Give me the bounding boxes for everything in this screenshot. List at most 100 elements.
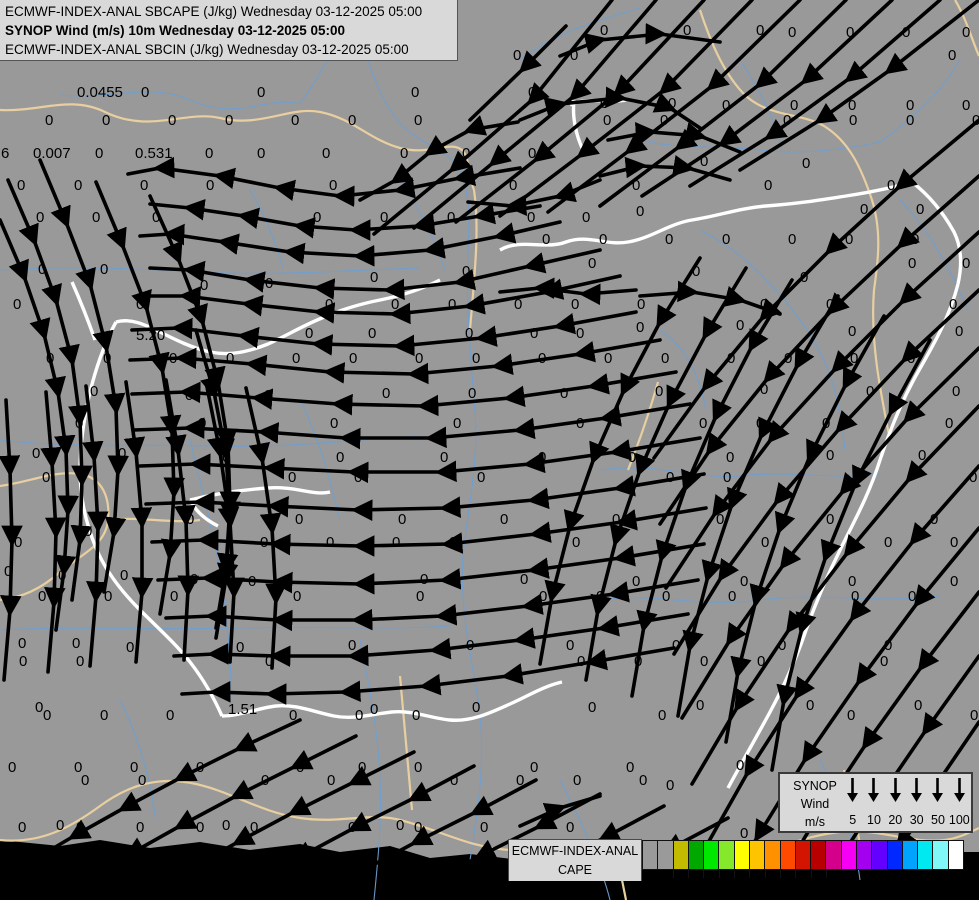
svg-text:0: 0 — [120, 567, 128, 584]
cape-color-swatch — [796, 841, 811, 869]
svg-text:0: 0 — [370, 269, 378, 286]
svg-text:0: 0 — [566, 637, 574, 654]
cin-gridpoint-label: 0 — [572, 534, 580, 551]
svg-text:0: 0 — [582, 209, 590, 226]
cin-gridpoint-label: 0 — [661, 350, 669, 367]
cin-gridpoint-label: 0 — [603, 112, 611, 129]
cin-gridpoint-label: 0 — [225, 112, 233, 129]
svg-text:0: 0 — [636, 319, 644, 336]
cin-gridpoint-label: 0 — [728, 588, 736, 605]
cin-gridpoint-label: 0 — [261, 772, 269, 789]
cin-gridpoint-label: 0 — [325, 296, 333, 313]
svg-text:0: 0 — [736, 757, 744, 774]
svg-text:0: 0 — [588, 255, 596, 272]
cape-color-swatch — [674, 841, 689, 869]
cin-gridpoint-label: 0 — [658, 707, 666, 724]
cin-gridpoint-label: 0 — [514, 296, 522, 313]
cape-color-swatch — [781, 841, 796, 869]
svg-text:0: 0 — [538, 449, 546, 466]
cin-gridpoint-label: 0 — [632, 177, 640, 194]
cin-gridpoint-label: 0 — [573, 772, 581, 789]
cin-gridpoint-label: 0 — [289, 707, 297, 724]
cin-gridpoint-label: 0 — [13, 296, 21, 313]
svg-text:0: 0 — [788, 24, 796, 41]
svg-text:0: 0 — [305, 325, 313, 342]
svg-text:0: 0 — [247, 209, 255, 226]
svg-text:0: 0 — [370, 701, 378, 718]
svg-text:0: 0 — [866, 383, 874, 400]
svg-text:0: 0 — [692, 263, 700, 280]
cin-gridpoint-label: 0 — [102, 112, 110, 129]
svg-text:0: 0 — [398, 511, 406, 528]
svg-text:0: 0 — [248, 573, 256, 590]
svg-text:0: 0 — [420, 571, 428, 588]
wind-arrow-down-icon — [910, 778, 923, 803]
svg-text:0: 0 — [76, 819, 84, 836]
cin-gridpoint-label: 0 — [599, 231, 607, 248]
cin-gridpoint-label: 0 — [539, 588, 547, 605]
svg-text:0: 0 — [716, 511, 724, 528]
cin-gridpoint-label: 0 — [81, 772, 89, 789]
wind-arrow-down-icon — [953, 778, 966, 803]
svg-text:0: 0 — [447, 209, 455, 226]
svg-text:0: 0 — [612, 511, 620, 528]
cin-gridpoint-label: 0 — [884, 534, 892, 551]
svg-text:0: 0 — [726, 449, 734, 466]
svg-text:0: 0 — [846, 24, 854, 41]
svg-text:0: 0 — [736, 317, 744, 334]
cin-gridpoint-label: 0 — [639, 772, 647, 789]
map-canvas[interactable]: 0 0.0455 00 00 00 00 00 6 0.007 0 0.531 00 … — [0, 0, 979, 900]
cape-colorbar-strip[interactable]: 0 200 400 600 800 1000 1500 2000 2500 4000 6000 — [642, 839, 979, 900]
cin-gridpoint-label: 0 — [38, 588, 46, 605]
cape-color-swatch — [857, 841, 872, 869]
svg-text:0: 0 — [576, 325, 584, 342]
svg-text:0: 0 — [636, 203, 644, 220]
cin-gridpoint-label: 0 — [513, 47, 521, 64]
cin-gridpoint-label: 0 — [170, 588, 178, 605]
cin-gridpoint-label: 0 — [784, 350, 792, 367]
cin-gridpoint-label: 0 — [907, 350, 915, 367]
svg-text:0: 0 — [962, 97, 970, 114]
cin-gridpoint-label: 0 — [349, 350, 357, 367]
svg-text:0: 0 — [190, 571, 198, 588]
svg-text:0: 0 — [72, 635, 80, 652]
svg-text:0: 0 — [528, 145, 536, 162]
cin-gridpoint-label: 0 — [949, 296, 957, 313]
cape-color-swatch — [735, 841, 750, 869]
svg-text:0: 0 — [90, 383, 98, 400]
cin-gridpoint-label: 0 — [43, 707, 51, 724]
cin-gridpoint-label: 0 — [288, 469, 296, 486]
svg-text:0.0455: 0.0455 — [77, 84, 123, 101]
cin-gridpoint-label: 0 — [330, 415, 338, 432]
cin-gridpoint-label: 0 — [847, 707, 855, 724]
cin-gridpoint-label: 0 — [660, 112, 668, 129]
svg-text:1.51: 1.51 — [228, 701, 257, 718]
cin-gridpoint-label: 0 — [412, 707, 420, 724]
cin-gridpoint-label: 0 — [329, 177, 337, 194]
svg-text:0: 0 — [530, 759, 538, 776]
cape-colorbar-swatches[interactable] — [642, 840, 964, 870]
cin-gridpoint-label: 0 — [45, 112, 53, 129]
cin-gridpoint-label: 0 — [908, 588, 916, 605]
cin-gridpoint-label: 0 — [970, 707, 978, 724]
cin-gridpoint-label: 0 — [42, 469, 50, 486]
map-layers: 00.0455 00 00 00 00 00 6 0.007 0 0.531 00 … — [0, 0, 979, 900]
cin-gridpoint-label: 0 — [472, 350, 480, 367]
svg-text:0: 0 — [760, 381, 768, 398]
cin-gridpoint-label: 0 — [887, 177, 895, 194]
svg-text:0: 0 — [36, 209, 44, 226]
svg-text:0: 0 — [655, 383, 663, 400]
cin-gridpoint-label: 0 — [138, 772, 146, 789]
cin-gridpoint-label: 0 — [723, 469, 731, 486]
wind-label: Wind — [786, 795, 844, 813]
cin-gridpoint-label: 0 — [757, 653, 765, 670]
cin-gridpoint-label: 0 — [596, 588, 604, 605]
svg-text:0: 0 — [336, 449, 344, 466]
cin-gridpoint-label: 0 — [948, 47, 956, 64]
svg-text:0: 0 — [952, 383, 960, 400]
cin-gridpoint-label: 0 — [764, 177, 772, 194]
cin-gridpoint-label: 0 — [761, 534, 769, 551]
svg-text:0: 0 — [396, 817, 404, 834]
svg-text:0: 0 — [382, 385, 390, 402]
svg-text:0: 0 — [902, 24, 910, 41]
